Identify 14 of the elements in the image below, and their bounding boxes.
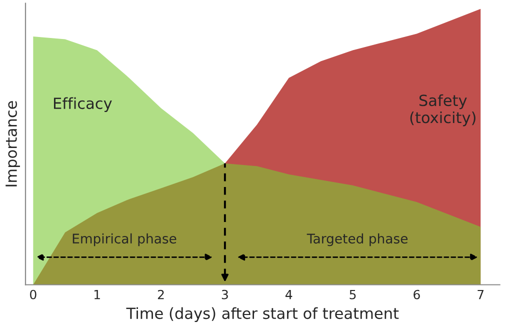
x-tick-label: 1	[94, 290, 100, 300]
annotation: Targeted phase	[306, 233, 408, 246]
x-tick-label: 7	[478, 290, 484, 300]
annotation: Empirical phase	[72, 233, 176, 246]
x-tick-label: 3	[222, 290, 228, 300]
x-tick-label: 6	[414, 290, 420, 300]
series-label: Efficacy	[54, 97, 112, 112]
y-axis-title: Importance	[6, 101, 20, 186]
x-tick-label: 5	[350, 290, 356, 300]
x-tick-label: 2	[158, 290, 164, 300]
x-tick-label: 0	[30, 290, 36, 300]
x-axis-title: Time (days) after start of treatment	[126, 307, 399, 322]
x-tick-label: 4	[285, 290, 292, 300]
series-label: Safety (toxicity)	[410, 94, 476, 126]
